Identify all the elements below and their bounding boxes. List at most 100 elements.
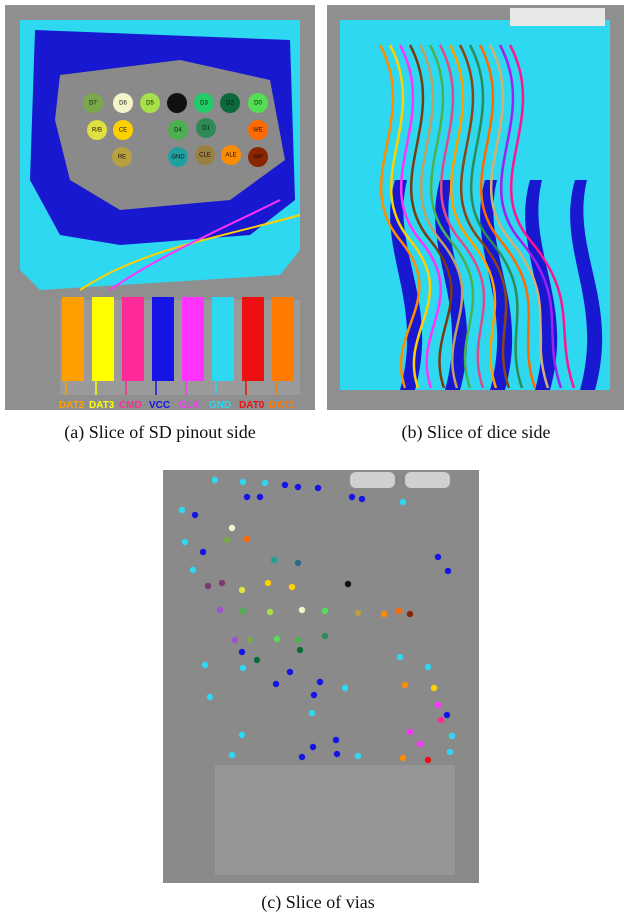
via [355, 610, 361, 616]
via [345, 581, 351, 587]
via [274, 636, 280, 642]
pad-label: D7 [89, 101, 97, 107]
connector [350, 472, 395, 488]
via [239, 587, 245, 593]
pin-label: GND [209, 400, 231, 411]
via [219, 580, 225, 586]
contact-pin [62, 297, 84, 381]
via [311, 692, 317, 698]
pad-label: CLE [199, 153, 211, 159]
via [431, 685, 437, 691]
via [295, 560, 301, 566]
via [417, 741, 423, 747]
via [282, 482, 288, 488]
via [182, 539, 188, 545]
via [310, 744, 316, 750]
pad-label: D4 [174, 128, 182, 134]
via [402, 682, 408, 688]
contact-pin [272, 297, 294, 381]
via [447, 749, 453, 755]
via [257, 494, 263, 500]
via [425, 757, 431, 763]
via [239, 649, 245, 655]
via [295, 637, 301, 643]
via [349, 494, 355, 500]
via [359, 496, 365, 502]
caption: (b) Slice of dice side [402, 422, 551, 443]
via [200, 549, 206, 555]
via [240, 479, 246, 485]
via [240, 665, 246, 671]
pad-label: RE [118, 155, 126, 161]
via [315, 485, 321, 491]
via [232, 637, 238, 643]
via [295, 484, 301, 490]
pad-label: GND [171, 155, 185, 161]
via [322, 633, 328, 639]
via [407, 611, 413, 617]
caption: (a) Slice of SD pinout side [64, 422, 255, 443]
contact-pin [212, 297, 234, 381]
pad-label: D6 [119, 101, 127, 107]
via [287, 669, 293, 675]
via [449, 733, 455, 739]
pin-label: DAT2 [59, 400, 85, 411]
via [445, 568, 451, 574]
via [262, 480, 268, 486]
via [438, 717, 444, 723]
contact-pin [242, 297, 264, 381]
via [240, 608, 246, 614]
contact-pin [122, 297, 144, 381]
pin-label: CMD [119, 400, 142, 411]
pin-label: DAT3 [89, 400, 115, 411]
contact-pin [182, 297, 204, 381]
via [202, 662, 208, 668]
via [224, 537, 230, 543]
figure: DAT2DAT3CMDVCCCLKGNDDAT0DAT1 D7D6D5NCD3D… [0, 0, 631, 914]
via [205, 583, 211, 589]
via [400, 499, 406, 505]
pin-label: VCC [149, 400, 170, 411]
via [355, 753, 361, 759]
via [381, 611, 387, 617]
contact-area [215, 765, 455, 875]
contact-pin [92, 297, 114, 381]
connector [405, 472, 450, 488]
via [265, 580, 271, 586]
via [333, 737, 339, 743]
pad-label: R/B [92, 128, 102, 134]
via [425, 664, 431, 670]
via [299, 754, 305, 760]
via [317, 679, 323, 685]
via [190, 567, 196, 573]
via [400, 755, 406, 761]
pad-label: D5 [146, 101, 154, 107]
via [299, 607, 305, 613]
contact-pin [152, 297, 174, 381]
via [244, 494, 250, 500]
via [192, 512, 198, 518]
via [435, 554, 441, 560]
pad-label: D1 [202, 126, 210, 132]
via [444, 712, 450, 718]
via [271, 557, 277, 563]
via [396, 608, 402, 614]
via [247, 637, 253, 643]
pad-label: WP [253, 155, 263, 161]
via [207, 694, 213, 700]
pad-label: D2 [226, 101, 234, 107]
via [244, 536, 250, 542]
via [309, 710, 315, 716]
panel-c [163, 470, 479, 883]
via [229, 752, 235, 758]
via [322, 608, 328, 614]
connector [510, 8, 605, 26]
via [334, 751, 340, 757]
via [212, 477, 218, 483]
pad-label: NC [173, 101, 182, 107]
caption: (c) Slice of vias [261, 892, 374, 913]
pad-label: WE [253, 128, 263, 134]
pad-label: D0 [254, 101, 262, 107]
via [273, 681, 279, 687]
cyan-fill [340, 20, 610, 390]
